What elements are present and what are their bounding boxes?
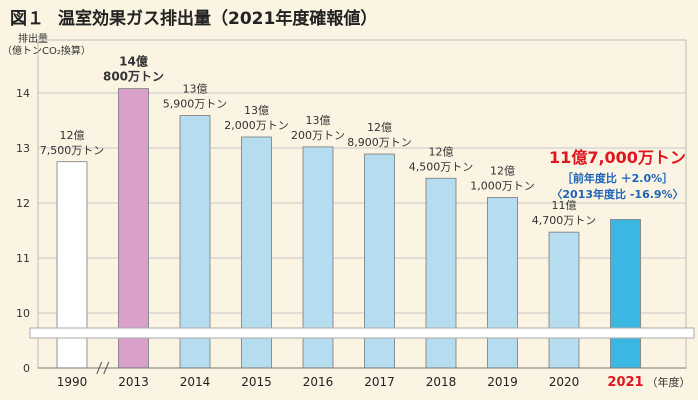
y-tick-label: 10: [16, 307, 30, 320]
x-tick-label: 2021: [607, 375, 643, 390]
data-label: 8,900万トン: [347, 136, 412, 149]
bar: [487, 197, 518, 369]
x-tick-label: 2020: [549, 375, 580, 389]
data-label: 13億: [244, 104, 269, 117]
y-axis-label-line1: 排出量: [18, 34, 48, 45]
x-axis-unit: （年度）: [647, 375, 691, 389]
highlight-value: 11億7,000万トン: [549, 148, 686, 167]
bar: [425, 177, 457, 369]
x-tick-label: 2019: [487, 375, 518, 389]
x-tick-label: 2013: [118, 375, 149, 389]
x-tick-label: 2018: [426, 375, 457, 389]
bar: [610, 219, 641, 369]
x-tick-label: 2017: [364, 375, 395, 389]
bar: [548, 231, 580, 369]
x-axis-break-mark: [96, 361, 103, 375]
data-label: 2,000万トン: [224, 119, 289, 132]
data-label: 14億: [119, 54, 148, 69]
x-tick-label: 2014: [180, 375, 211, 389]
y-tick-label: 11: [16, 252, 30, 265]
y-tick-label: 12: [16, 197, 30, 210]
y-axis-label: 排出量 （億トンCO₂換算）: [2, 34, 91, 58]
data-label: 12億: [60, 129, 85, 142]
y-tick-label: 0: [23, 362, 30, 375]
data-label: 13億: [183, 83, 208, 96]
y-axis-label-line2: （億トンCO₂換算）: [2, 46, 91, 57]
data-label: 4,500万トン: [409, 160, 474, 173]
data-label: 12億: [367, 121, 392, 134]
highlight-yoy-change: ［前年度比 ＋2.0%］: [562, 171, 673, 185]
axis-break-band: [29, 327, 695, 339]
x-tick-label: 2016: [303, 375, 334, 389]
bar: [118, 88, 149, 369]
data-label: 200万トン: [291, 129, 345, 142]
x-axis-break-mark: [103, 361, 110, 375]
chart-title: 図１ 温室効果ガス排出量（2021年度確報値）: [10, 4, 377, 29]
y-tick-label: 14: [16, 87, 30, 100]
title-text: 温室効果ガス排出量（2021年度確報値）: [58, 9, 378, 29]
highlight-2013-change: 〈2013年度比 -16.9%〉: [551, 187, 683, 201]
data-label: 12億: [429, 145, 454, 158]
title-prefix: 図１: [10, 9, 44, 29]
y-tick-label: 13: [16, 142, 30, 155]
x-tick-label: 2015: [241, 375, 272, 389]
data-label: 1,000万トン: [470, 180, 535, 193]
bar: [179, 115, 211, 369]
data-label: 4,700万トン: [532, 214, 597, 227]
data-label: 5,900万トン: [163, 98, 228, 111]
data-label: 12億: [490, 165, 515, 178]
data-label: 13億: [306, 114, 331, 127]
data-label: 11億: [552, 199, 577, 212]
x-tick-label: 1990: [57, 375, 88, 389]
data-label: 7,500万トン: [40, 144, 105, 157]
data-label: 800万トン: [103, 70, 164, 84]
